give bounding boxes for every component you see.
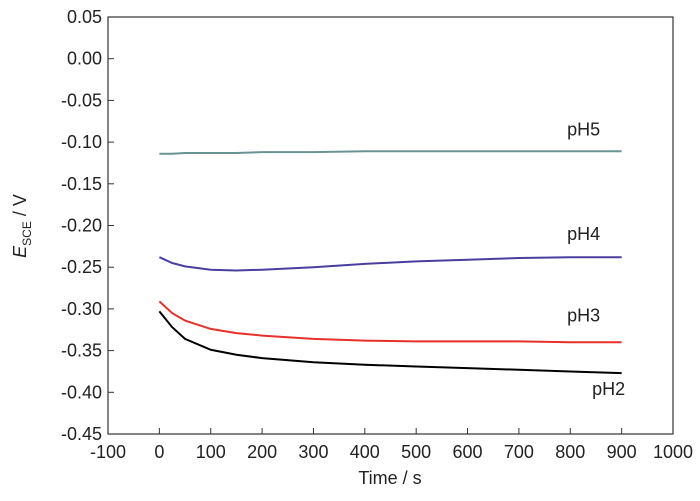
- y-tick-label: -0.30: [61, 299, 102, 319]
- x-tick-label: 700: [504, 442, 534, 462]
- x-tick-label: 900: [607, 442, 637, 462]
- x-axis-label: Time / s: [358, 468, 421, 488]
- y-tick-label: -0.15: [61, 174, 102, 194]
- y-label-subscript: SCE: [20, 221, 34, 246]
- x-tick-label: 600: [453, 442, 483, 462]
- x-tick-label: 0: [154, 442, 164, 462]
- x-tick-label: 800: [555, 442, 585, 462]
- series-label: pH3: [567, 305, 600, 325]
- x-tick-label: 1000: [653, 442, 693, 462]
- x-tick-label: -100: [90, 442, 126, 462]
- series-label: pH2: [592, 379, 625, 399]
- y-tick-label: -0.45: [61, 424, 102, 444]
- y-tick-label: -0.40: [61, 382, 102, 402]
- y-tick-label: -0.20: [61, 216, 102, 236]
- y-tick-label: 0.05: [67, 7, 102, 27]
- series-line: [158, 310, 622, 375]
- x-tick-label: 200: [247, 442, 277, 462]
- series-label: pH5: [567, 119, 600, 139]
- y-axis-label: ESCE / V: [10, 194, 34, 258]
- x-tick-label: 100: [196, 442, 226, 462]
- x-tick-label: 500: [401, 442, 431, 462]
- series-line: [158, 300, 622, 344]
- y-label-symbol: E: [10, 245, 30, 258]
- y-tick-label: -0.35: [61, 341, 102, 361]
- y-tick-label: -0.05: [61, 90, 102, 110]
- y-tick-label: -0.10: [61, 132, 102, 152]
- x-tick-label: 400: [350, 442, 380, 462]
- y-label-unit: / V: [10, 194, 30, 221]
- y-tick-label: 0.00: [67, 49, 102, 69]
- series-line: [159, 150, 622, 155]
- series-label: pH4: [567, 224, 600, 244]
- series-line: [158, 256, 622, 272]
- y-tick-label: -0.25: [61, 257, 102, 277]
- x-tick-label: 300: [298, 442, 328, 462]
